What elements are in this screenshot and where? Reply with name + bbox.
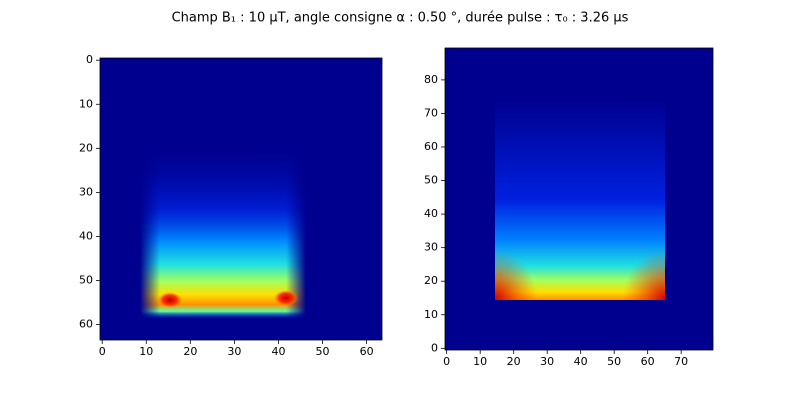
y-tick-label: 0 <box>86 53 93 66</box>
y-tick-label: 20 <box>424 274 438 287</box>
y-tick-label: 60 <box>424 140 438 153</box>
x-tick-label: 40 <box>574 355 588 368</box>
y-tick-label: 40 <box>424 207 438 220</box>
y-tick-label: 10 <box>424 308 438 321</box>
y-tick-label: 60 <box>79 318 93 331</box>
x-tick-label: 50 <box>316 345 330 358</box>
x-tick-label: 60 <box>360 345 374 358</box>
x-tick-label: 10 <box>473 355 487 368</box>
x-tick-label: 40 <box>271 345 285 358</box>
y-tick-label: 30 <box>424 241 438 254</box>
x-tick-label: 20 <box>183 345 197 358</box>
x-tick-label: 30 <box>227 345 241 358</box>
y-tick-label: 10 <box>79 97 93 110</box>
y-tick-label: 50 <box>79 274 93 287</box>
x-tick-label: 70 <box>674 355 688 368</box>
y-tick-label: 80 <box>424 73 438 86</box>
left-frame <box>99 57 383 341</box>
y-tick-label: 30 <box>79 185 93 198</box>
y-tick-label: 70 <box>424 106 438 119</box>
y-tick-label: 40 <box>79 229 93 242</box>
right-image <box>445 48 713 350</box>
left-image <box>100 58 382 340</box>
x-tick-label: 0 <box>99 345 106 358</box>
figure-title: Champ B₁ : 10 µT, angle consigne α : 0.5… <box>172 11 629 26</box>
y-tick-label: 50 <box>424 174 438 187</box>
y-tick-label: 0 <box>431 341 438 354</box>
y-tick-label: 20 <box>79 141 93 154</box>
x-tick-label: 30 <box>540 355 554 368</box>
right-frame <box>444 47 714 351</box>
x-tick-label: 10 <box>139 345 153 358</box>
x-tick-label: 20 <box>507 355 521 368</box>
x-tick-label: 60 <box>641 355 655 368</box>
x-tick-label: 0 <box>443 355 450 368</box>
x-tick-label: 50 <box>607 355 621 368</box>
